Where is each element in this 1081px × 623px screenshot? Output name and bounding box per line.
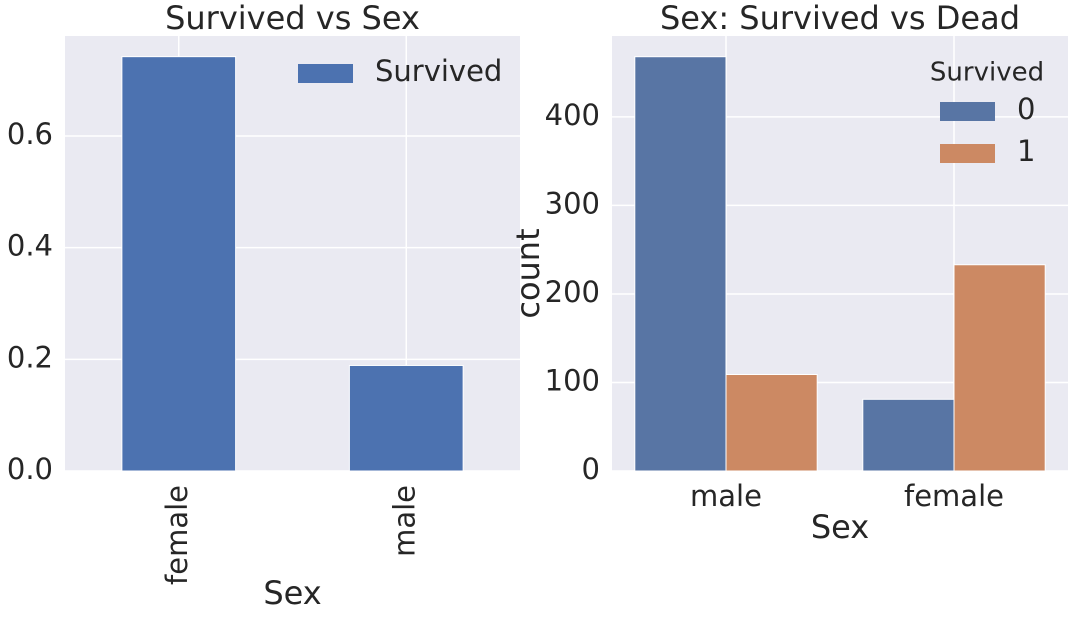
y-tick-label: 200 xyxy=(545,275,600,309)
x-axis-label: Sex xyxy=(811,508,869,546)
y-tick-label: 100 xyxy=(545,363,600,397)
y-tick-label: 0.0 xyxy=(7,452,53,486)
bar xyxy=(348,364,464,472)
y-tick-label: 0.2 xyxy=(7,340,53,374)
bar xyxy=(121,56,237,472)
chart-title: Sex: Survived vs Dead xyxy=(660,0,1020,37)
legend-label: 1 xyxy=(1017,134,1035,168)
y-tick-label: 0.4 xyxy=(7,229,53,263)
y-tick-label: 300 xyxy=(545,186,600,220)
legend-swatch xyxy=(940,102,995,121)
bar xyxy=(725,374,818,472)
x-axis-label: Sex xyxy=(263,574,321,612)
bar xyxy=(953,264,1046,472)
y-axis-label: count xyxy=(509,228,547,318)
chart-title: Survived vs Sex xyxy=(165,0,420,37)
bar xyxy=(862,398,955,472)
legend-title: Survived xyxy=(930,58,1044,88)
legend-swatch xyxy=(940,144,995,163)
y-tick-label: 400 xyxy=(545,98,600,132)
x-tick-label: female xyxy=(160,485,194,585)
y-tick-label: 0.6 xyxy=(7,117,53,151)
x-tick-label: male xyxy=(387,485,421,557)
legend-label: Survived xyxy=(375,54,502,88)
bar xyxy=(634,56,727,472)
x-tick-label: female xyxy=(904,479,1004,513)
y-tick-label: 0 xyxy=(582,452,600,486)
legend-swatch xyxy=(298,64,353,83)
legend-label: 0 xyxy=(1017,92,1035,126)
x-tick-label: male xyxy=(690,479,762,513)
